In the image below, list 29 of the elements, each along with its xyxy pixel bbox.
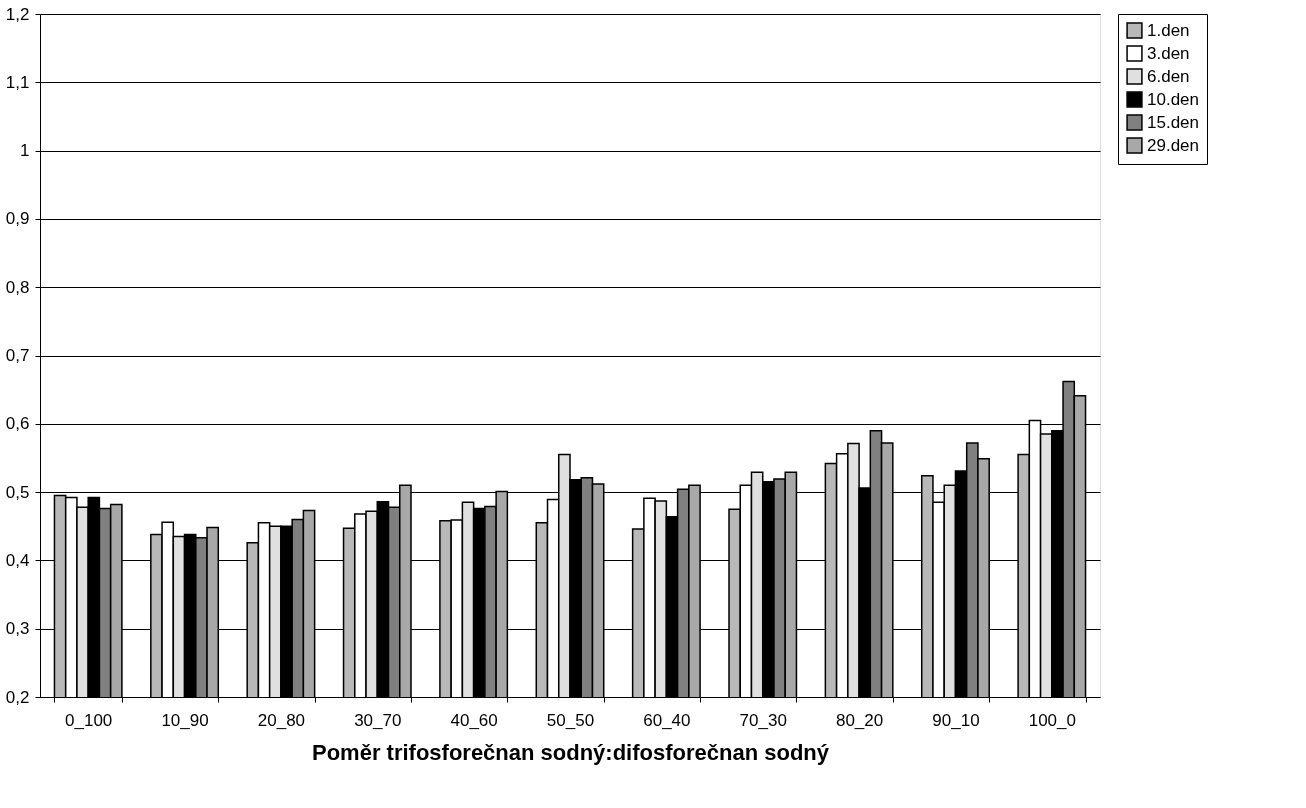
legend-label: 3.den — [1147, 43, 1190, 63]
x-tick-label: 40_60 — [450, 710, 498, 730]
y-tick-label: 0,2 — [5, 687, 30, 707]
x-tick-label: 70_30 — [739, 710, 787, 730]
y-tick-label: 1 — [20, 141, 30, 161]
x-tick-label: 90_10 — [932, 710, 980, 730]
y-tick-label: 0,3 — [5, 619, 30, 639]
y-tick-label: 1,1 — [5, 72, 30, 92]
x-tick-label: 100_0 — [1028, 710, 1076, 730]
legend-label: 29.den — [1147, 135, 1199, 155]
y-tick-label: 0,9 — [5, 209, 30, 229]
x-tick-label: 20_80 — [257, 710, 306, 730]
x-tick-label: 30_70 — [354, 710, 402, 730]
legend-label: 1.den — [1147, 20, 1190, 40]
y-tick-label: 0,8 — [5, 277, 30, 297]
x-tick-label: 80_20 — [835, 710, 884, 730]
legend-label: 10.den — [1147, 89, 1199, 109]
y-tick-label: 0,5 — [5, 482, 30, 502]
x-tick-label: 10_90 — [161, 710, 209, 730]
x-axis-title: Poměr trifosforečnan sodný:difosforečnan sodný — [311, 739, 830, 765]
x-tick-label: 60_40 — [643, 710, 691, 730]
y-tick-label: 0,7 — [5, 346, 30, 365]
x-tick-label: 50_50 — [546, 710, 595, 730]
y-tick-label: 0,6 — [5, 414, 30, 434]
x-tick-label: 0_100 — [65, 710, 113, 730]
y-tick-label: 0,4 — [5, 550, 30, 570]
legend-label: 15.den — [1147, 112, 1199, 132]
legend-label: 6.den — [1147, 66, 1190, 86]
y-tick-label: 1,2 — [5, 4, 30, 24]
